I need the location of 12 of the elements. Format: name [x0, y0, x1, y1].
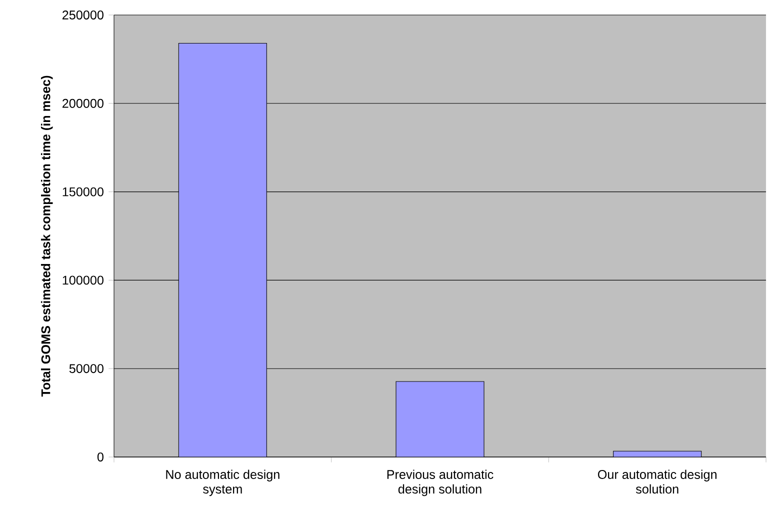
- y-tick-label: 100000: [62, 276, 104, 285]
- y-tick-label: 250000: [62, 10, 104, 20]
- bar: [178, 43, 267, 457]
- y-tick-label: 50000: [69, 364, 104, 374]
- y-tick-label: 150000: [62, 187, 104, 196]
- y-tick-label: 200000: [62, 98, 104, 108]
- x-tick-label: Our automatic design solution: [598, 470, 716, 494]
- x-tick-label: Previous automatic design solution: [387, 470, 494, 496]
- bar: [396, 381, 484, 457]
- x-tick-label: No automatic design system: [166, 470, 280, 496]
- y-tick-label: 0: [97, 452, 104, 462]
- y-axis-title: Total GOMS estimated task completion time (in msec): [40, 76, 53, 397]
